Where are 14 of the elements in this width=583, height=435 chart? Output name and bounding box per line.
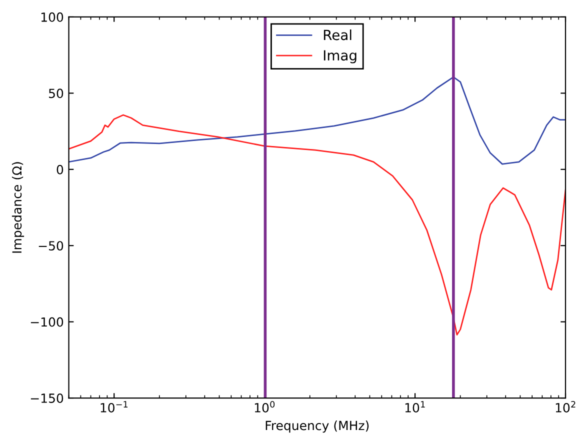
y-tick-label: 0 xyxy=(56,164,64,174)
y-tick-label: 50 xyxy=(48,88,64,98)
x-tick-label: 10$^{−1}$ xyxy=(100,401,128,412)
legend-label: Real xyxy=(324,29,352,40)
y-tick-label: −150 xyxy=(30,393,64,403)
y-axis-title: Impedance (Ω) xyxy=(12,162,24,253)
y-tick-label: −100 xyxy=(30,317,64,327)
y-tick-label: 100 xyxy=(41,12,64,22)
x-tick-label: 10$^{2}$ xyxy=(556,401,576,412)
y-tick-label: −50 xyxy=(38,241,64,251)
x-tick-label: 10$^{1}$ xyxy=(405,401,425,412)
legend-label: Imag xyxy=(324,50,356,64)
x-tick-label: 10$^{0}$ xyxy=(254,401,275,412)
x-axis-title: Frequency (MHz) xyxy=(266,420,369,433)
